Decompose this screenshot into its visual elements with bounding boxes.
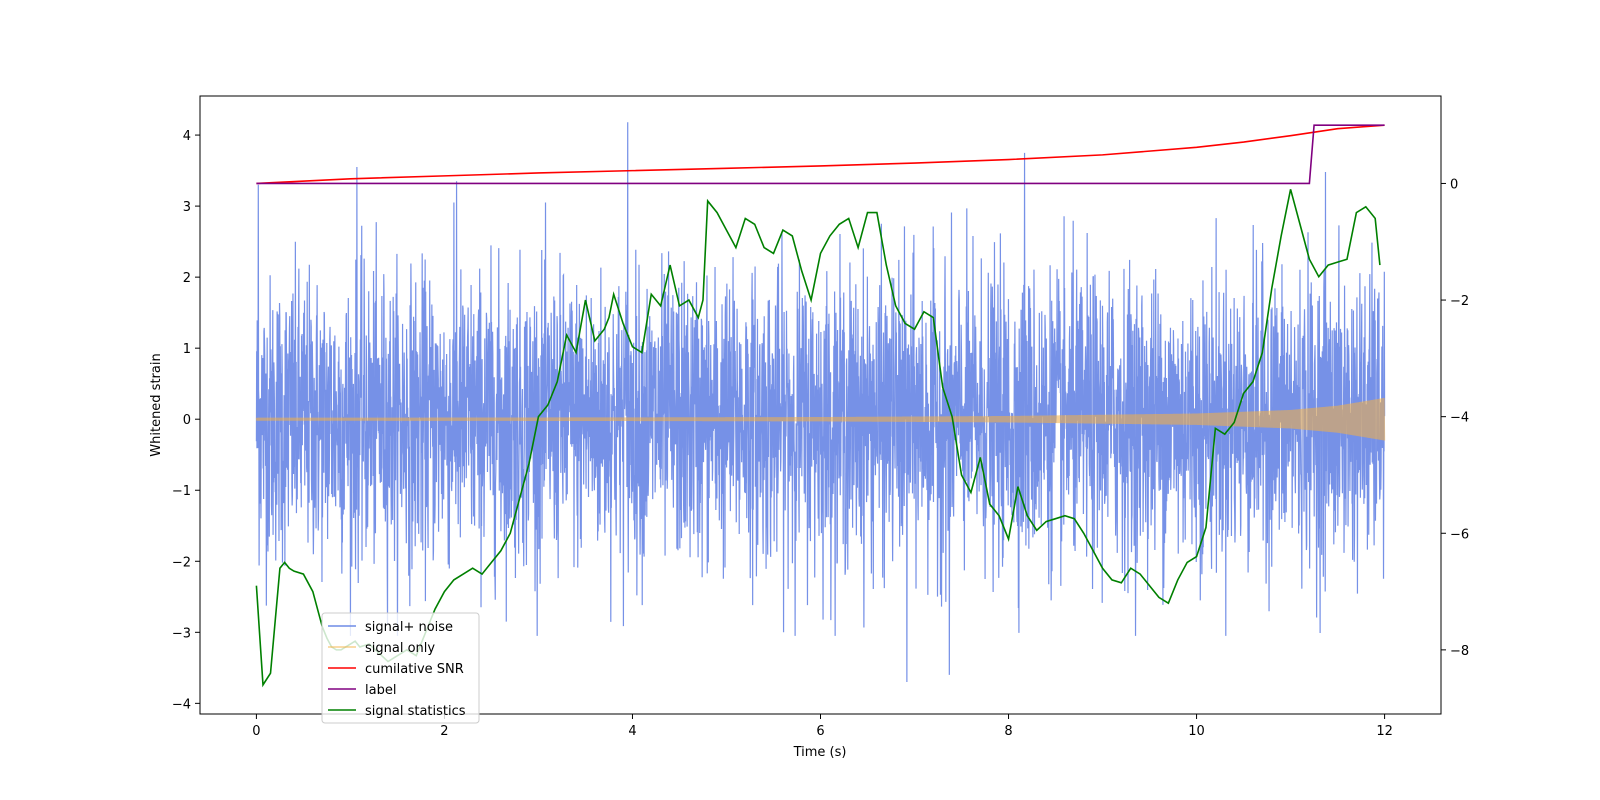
y-tick-label: −2 (172, 555, 191, 570)
y-axis-label: Whitened strain (149, 353, 164, 456)
series-layer (255, 122, 1386, 688)
x-tick-label: 10 (1188, 724, 1205, 739)
legend-entry: cumilative SNR (365, 662, 464, 677)
y-tick-label: 0 (183, 413, 191, 428)
legend: signal+ noise signal only cumilative SNR la… (321, 612, 480, 724)
series-line-signal-only (255, 397, 1386, 441)
x-tick-label: 0 (252, 724, 260, 739)
y2-tick-label: 0 (1450, 177, 1458, 192)
y-tick-label: −4 (172, 697, 191, 712)
legend-entry: signal statistics (365, 704, 466, 719)
y-tick-label: −1 (172, 484, 191, 499)
series-line-signal-noise (255, 122, 1386, 683)
legend-entry: signal+ noise (365, 620, 453, 635)
x-tick-label: 2 (440, 724, 448, 739)
y2-tick-label: −8 (1450, 644, 1469, 659)
y-tick-label: 3 (183, 200, 191, 215)
series-line-cumilative-snr (256, 124, 1385, 185)
y-tick-label: −3 (172, 626, 191, 641)
y-axis-right: 0 −2 −4 −6 −8 (1441, 177, 1469, 659)
y-tick-label: 4 (183, 129, 191, 144)
y2-tick-label: −2 (1450, 294, 1469, 309)
y2-tick-label: −4 (1450, 411, 1469, 426)
x-tick-label: 12 (1376, 724, 1393, 739)
y-tick-label: 2 (183, 271, 191, 286)
x-axis-label: Time (s) (793, 745, 847, 760)
legend-entry: label (365, 683, 396, 698)
x-tick-label: 4 (628, 724, 636, 739)
y2-tick-label: −6 (1450, 527, 1469, 542)
y-axis-left: 4 3 2 1 0 −1 −2 −3 −4 (172, 129, 200, 712)
y-tick-label: 1 (183, 342, 191, 357)
x-tick-label: 8 (1004, 724, 1012, 739)
legend-box (321, 612, 480, 724)
x-tick-label: 6 (816, 724, 824, 739)
series-line-label (256, 124, 1385, 185)
legend-entry: signal only (365, 641, 435, 656)
